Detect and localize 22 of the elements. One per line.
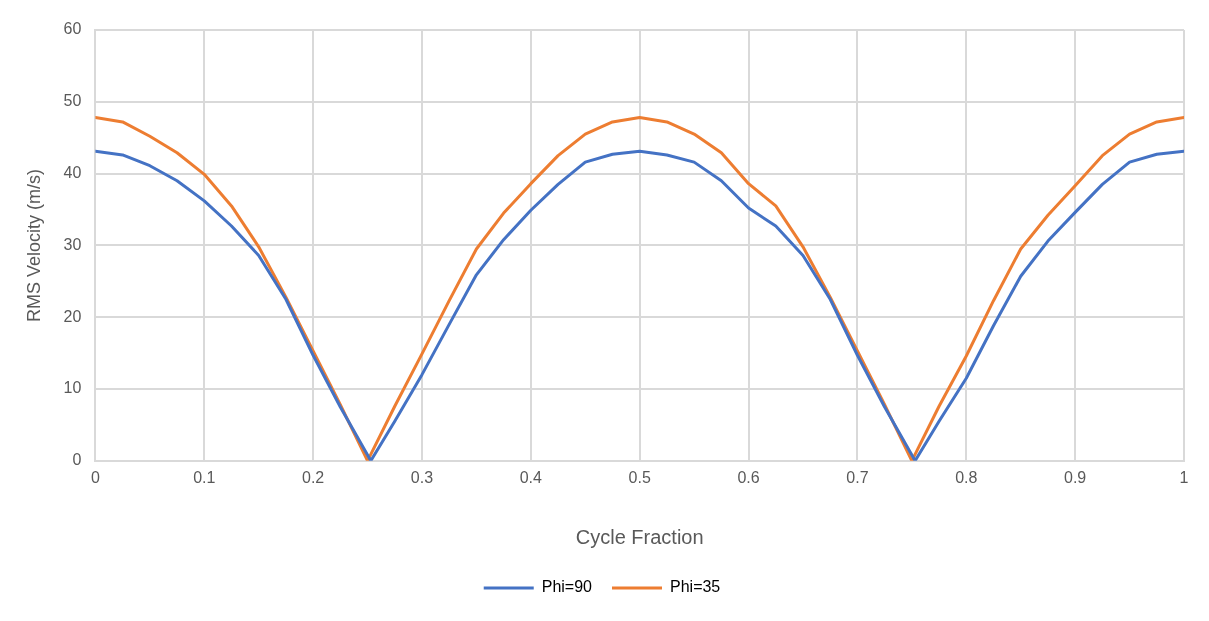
y-tick-label: 10 — [63, 379, 82, 397]
x-tick-label: 0 — [90, 468, 100, 486]
y-tick-label: 40 — [63, 164, 82, 182]
x-tick-label: 0.3 — [410, 468, 434, 486]
y-tick-label: 60 — [63, 20, 82, 38]
x-tick-label: 0.6 — [737, 468, 760, 486]
x-tick-label: 0.9 — [1064, 468, 1087, 486]
legend-label: Phi=35 — [670, 578, 721, 596]
x-tick-label: 0.7 — [846, 468, 869, 486]
y-tick-label: 20 — [63, 307, 82, 325]
y-tick-label: 50 — [63, 92, 82, 110]
y-tick-label: 30 — [63, 235, 82, 253]
y-tick-label: 0 — [72, 451, 82, 469]
legend-label: Phi=90 — [541, 578, 593, 596]
x-tick-label: 1 — [1179, 468, 1189, 486]
x-tick-label: 0.1 — [193, 468, 216, 486]
y-axis-title: RMS Velocity (m/s) — [23, 168, 44, 322]
x-tick-label: 0.4 — [519, 468, 543, 486]
x-tick-label: 0.8 — [955, 468, 978, 486]
x-tick-label: 0.2 — [301, 468, 325, 486]
x-tick-label: 0.5 — [628, 468, 651, 486]
x-axis-title: Cycle Fraction — [575, 525, 704, 548]
